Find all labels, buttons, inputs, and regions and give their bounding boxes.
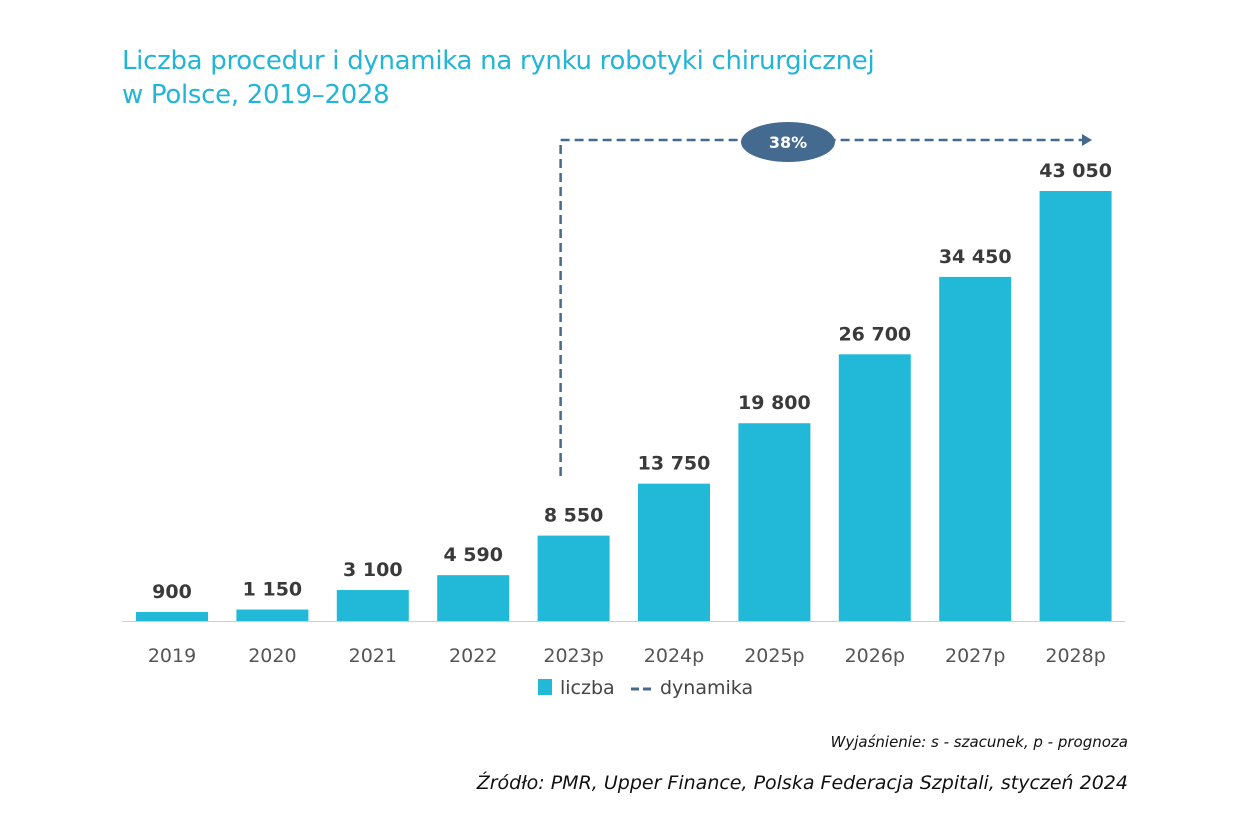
value-label-2027p: 34 450 bbox=[939, 246, 1012, 268]
bar-2028p bbox=[1039, 191, 1112, 621]
bar-2022 bbox=[437, 575, 510, 621]
value-label-2022: 4 590 bbox=[443, 544, 503, 566]
value-label-2023p: 8 550 bbox=[544, 505, 604, 527]
bar-2027p bbox=[939, 276, 1012, 621]
value-label-2024p: 13 750 bbox=[638, 453, 711, 475]
x-tick-label-2028p: 2028p bbox=[1045, 645, 1105, 667]
chart-title-line1: Liczba procedur i dynamika na rynku robo… bbox=[122, 46, 875, 76]
bar-2020 bbox=[236, 609, 309, 621]
legend-label-liczba: liczba bbox=[560, 677, 615, 699]
x-tick-label-2026p: 2026p bbox=[845, 645, 905, 667]
x-tick-label-2027p: 2027p bbox=[945, 645, 1005, 667]
value-label-2021: 3 100 bbox=[343, 559, 403, 581]
legend: liczba dynamika bbox=[538, 677, 753, 699]
value-label-2026p: 26 700 bbox=[838, 323, 911, 345]
growth-badge bbox=[741, 122, 835, 162]
dynamika-annotation: 38% bbox=[559, 122, 1092, 476]
footnote: Wyjaśnienie: s - szacunek, p - prognoza bbox=[830, 733, 1128, 751]
value-label-2028p: 43 050 bbox=[1039, 160, 1112, 182]
x-tick-label-2020: 2020 bbox=[248, 645, 296, 667]
bar-2023p bbox=[537, 535, 610, 621]
chart-title-line2: w Polsce, 2019–2028 bbox=[122, 80, 390, 110]
bar-2026p bbox=[838, 354, 911, 621]
x-tick-label-2019: 2019 bbox=[148, 645, 196, 667]
legend-swatch-liczba bbox=[538, 679, 552, 695]
x-tick-label-2024p: 2024p bbox=[644, 645, 704, 667]
x-tick-label-2021: 2021 bbox=[349, 645, 397, 667]
value-label-2019: 900 bbox=[152, 581, 192, 603]
x-tick-label-2023p: 2023p bbox=[543, 645, 603, 667]
source: Źródło: PMR, Upper Finance, Polska Feder… bbox=[476, 772, 1128, 794]
x-tick-label-2022: 2022 bbox=[449, 645, 497, 667]
dynamika-dashed-line bbox=[559, 138, 1084, 476]
bar-2024p bbox=[638, 483, 710, 621]
legend-label-dynamika: dynamika bbox=[660, 677, 753, 699]
chart-title: Liczba procedur i dynamika na rynku robo… bbox=[122, 44, 875, 112]
value-label-2020: 1 150 bbox=[243, 579, 303, 601]
bar-2025p bbox=[738, 423, 811, 621]
x-tick-label-2025p: 2025p bbox=[744, 645, 804, 667]
arrow-head-icon bbox=[1082, 134, 1092, 146]
growth-badge-label: 38% bbox=[769, 133, 807, 152]
bar-2019 bbox=[136, 612, 208, 621]
value-label-2025p: 19 800 bbox=[738, 392, 811, 414]
bar-2021 bbox=[336, 590, 409, 621]
